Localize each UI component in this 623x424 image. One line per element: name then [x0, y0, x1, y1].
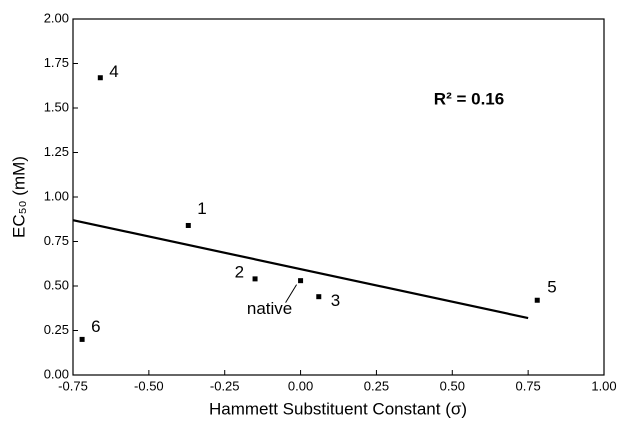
y-tick-label: 2.00 [44, 10, 69, 25]
leader-line [285, 284, 297, 303]
x-axis-label: Hammett Substituent Constant (σ) [209, 399, 467, 418]
y-tick-label: 0.00 [44, 366, 69, 381]
x-tick-label: 0.75 [515, 378, 540, 393]
y-tick-label: 0.75 [44, 233, 69, 248]
x-tick-label: -0.50 [134, 378, 164, 393]
point [298, 278, 304, 284]
point-label: 3 [331, 291, 340, 310]
y-tick-label: 1.25 [44, 144, 69, 159]
y-tick-label: 0.50 [44, 277, 69, 292]
y-tick-label: 1.75 [44, 55, 69, 70]
point-label: 6 [91, 317, 100, 336]
point [534, 297, 540, 303]
y-tick-label: 1.50 [44, 99, 69, 114]
x-tick-label: -0.25 [210, 378, 240, 393]
point [316, 294, 322, 300]
point [252, 276, 258, 282]
y-axis-label: EC₅₀ (mM) [9, 156, 28, 238]
point-label: 2 [235, 262, 244, 281]
y-tick-label: 0.25 [44, 322, 69, 337]
point [79, 336, 85, 342]
x-tick-label: 0.50 [440, 378, 465, 393]
point [185, 222, 191, 228]
point-label: 5 [547, 278, 556, 297]
plot-frame [72, 18, 605, 376]
annotation: R² = 0.16 [434, 89, 504, 108]
x-tick-label: -0.75 [58, 378, 88, 393]
trendline [72, 219, 529, 320]
x-tick-label: 0.00 [288, 378, 313, 393]
point-label: native [247, 299, 292, 318]
point-label: 4 [109, 62, 118, 81]
x-tick-label: 0.25 [364, 378, 389, 393]
point [97, 75, 103, 81]
y-tick-label: 1.00 [44, 188, 69, 203]
point-label: 1 [197, 199, 206, 218]
x-tick-label: 1.00 [591, 378, 616, 393]
